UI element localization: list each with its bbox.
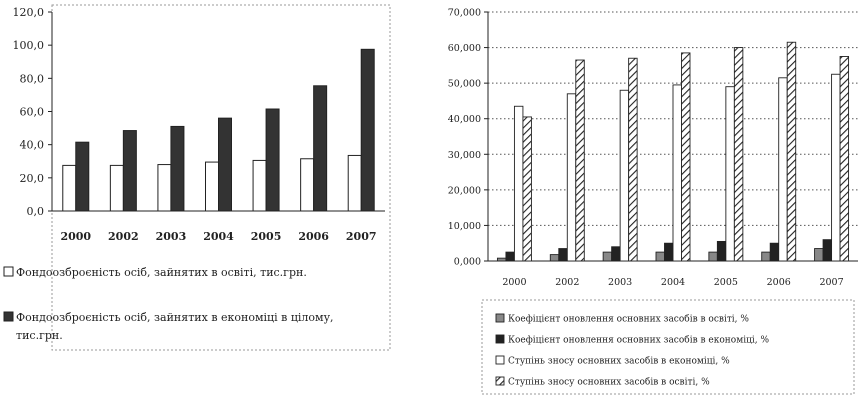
bar-education	[347, 154, 362, 212]
bar-renewal-economy	[664, 242, 674, 262]
x-tick-label: 2005	[714, 277, 738, 288]
bar-wear-economy	[831, 73, 841, 262]
x-tick-label: 2006	[767, 277, 791, 288]
x-tick-label: 2004	[203, 230, 234, 243]
bar-renewal-economy	[558, 248, 568, 262]
x-tick-label: 2000	[502, 277, 526, 288]
legend-wear-economy-label: Ступінь зносу основних засобів в економі…	[508, 356, 730, 367]
x-tick-label: 2002	[108, 230, 139, 243]
bar-education	[157, 164, 172, 212]
chart-renewal-and-wear: 0,000 10,000 20,000 30,000 40,000 50,000 60,00…	[410, 0, 862, 397]
chart-right-svg: 0,000 10,000 20,000 30,000 40,000 50,000 60,00…	[448, 8, 858, 395]
bar-renewal-economy	[505, 251, 515, 262]
bar-economy	[75, 141, 90, 212]
legend-wear-education-label: Ступінь зносу основних засобів в освіті,…	[508, 377, 710, 388]
bar-wear-economy	[513, 105, 524, 262]
bar-renewal-education	[655, 251, 665, 262]
bar-education	[109, 164, 124, 212]
bar-wear-education	[575, 59, 585, 262]
y-tick-label: 100,0	[13, 39, 45, 52]
bar-wear-education	[681, 52, 691, 262]
x-tick-label: 2007	[819, 277, 843, 288]
x-tick-label: 2003	[156, 230, 187, 243]
legend-wear-economy-swatch	[495, 355, 505, 365]
bar-wear-economy	[725, 86, 735, 262]
legend-label-economy: Фондоозброєність осіб, зайнятих в економ…	[16, 311, 334, 342]
y-tick-label: 80,0	[20, 72, 45, 85]
y-tick-label: 50,000	[448, 79, 481, 90]
bar-renewal-economy	[822, 239, 833, 262]
x-tick-label: 2007	[346, 230, 377, 243]
x-tick-label: 2006	[298, 230, 329, 243]
legend-swatch-education	[3, 266, 14, 277]
y-tick-label: 20,0	[20, 172, 45, 185]
bar-renewal-education	[814, 248, 824, 262]
bar-wear-education	[628, 57, 638, 262]
bar-economy	[170, 125, 185, 212]
y-tick-label: 60,0	[20, 106, 45, 119]
x-tick-label: 2005	[251, 230, 282, 243]
y-tick-label: 30,000	[448, 150, 481, 161]
bar-economy	[122, 130, 137, 212]
y-tick-label: 0,0	[27, 205, 45, 218]
bar-education	[205, 161, 219, 212]
bar-wear-economy	[672, 84, 682, 262]
x-tick-label: 2003	[608, 277, 632, 288]
bar-economy	[313, 85, 328, 212]
bar-renewal-education	[549, 254, 560, 262]
legend-renewal-education-swatch	[495, 313, 505, 323]
bar-wear-education	[839, 56, 850, 262]
legend-wear-education-swatch	[495, 376, 505, 386]
bar-wear-economy	[619, 89, 630, 262]
bar-economy	[360, 48, 375, 212]
bar-economy	[265, 108, 280, 212]
bar-renewal-education	[761, 251, 771, 262]
bar-wear-education	[733, 47, 744, 262]
bar-renewal-education	[708, 251, 718, 262]
bar-renewal-education	[496, 257, 507, 262]
legend-renewal-economy-swatch	[495, 334, 505, 344]
bar-renewal-economy	[716, 240, 727, 262]
y-tick-label: 20,000	[448, 185, 481, 196]
y-tick-label: 120,0	[13, 6, 45, 19]
legend-label-education: Фондоозброєність осіб, зайнятих в освіті…	[16, 266, 307, 279]
bar-education	[62, 164, 77, 212]
bar-economy	[218, 117, 232, 212]
x-tick-label: 2002	[555, 277, 579, 288]
y-tick-label: 70,000	[448, 8, 481, 19]
bar-renewal-education	[602, 251, 613, 262]
bar-renewal-economy	[611, 246, 621, 262]
legend-renewal-education-label: Коефіцієнт оновлення основних засобів в …	[508, 314, 749, 325]
y-tick-label: 60,000	[448, 43, 481, 54]
bar-education	[300, 158, 315, 212]
x-tick-label: 2004	[661, 277, 685, 288]
bar-wear-economy	[778, 77, 788, 262]
chart-left-svg: 0,0 20,0 40,0 60,0 80,0 100,0 120,0 2000 2002 200…	[3, 4, 391, 351]
y-tick-label: 40,000	[448, 114, 481, 125]
bar-wear-education	[522, 116, 532, 262]
bar-education	[252, 159, 267, 212]
legend-swatch-economy	[3, 311, 14, 322]
bar-wear-economy	[566, 93, 577, 262]
legend-renewal-economy-label: Коефіцієнт оновлення основних засобів в …	[508, 335, 769, 346]
chart-right-legend-frame	[481, 299, 855, 395]
y-tick-label: 40,0	[20, 139, 45, 152]
bar-renewal-economy	[769, 242, 780, 262]
x-tick-label: 2000	[60, 230, 91, 243]
y-tick-label: 10,000	[448, 221, 481, 232]
y-tick-label: 0,000	[454, 257, 481, 268]
bar-wear-education	[786, 41, 797, 262]
chart-fixed-assets-per-worker: 0,0 20,0 40,0 60,0 80,0 100,0 120,0 2000 2002 200…	[0, 0, 400, 397]
